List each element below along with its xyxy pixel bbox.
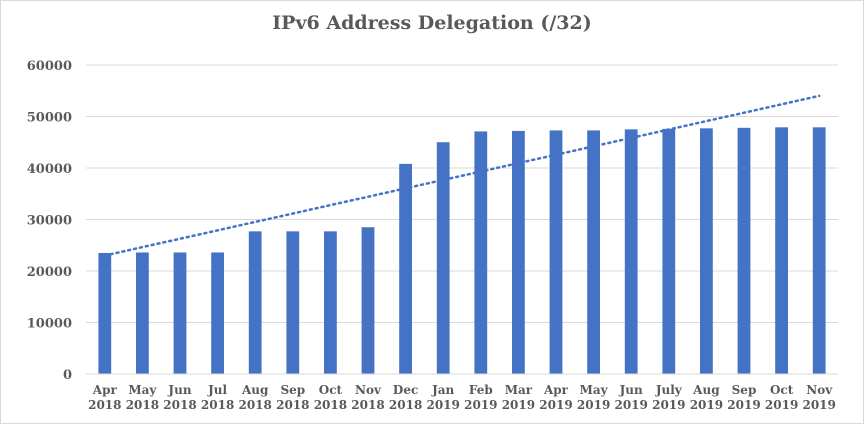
x-tick-label: Jun [167,383,191,397]
gridlines [86,64,838,375]
x-tick-label: Apr [543,383,569,397]
x-tick-label: Oct [770,383,794,397]
x-tick-label: Oct [319,383,343,397]
x-tick-label: Apr [92,383,118,397]
x-tick-label: Nov [355,383,382,397]
bar [173,252,187,374]
bar [737,127,751,374]
x-tick-label: Aug [692,383,720,397]
x-tick-label: 2019 [577,398,610,412]
x-tick-label: 2019 [614,398,647,412]
x-tick-label: July [655,383,683,397]
x-tick-label: May [580,383,609,397]
bar [98,252,112,374]
x-tick-label: 2018 [163,398,196,412]
x-tick-label: Dec [393,383,418,397]
x-tick-label: 2018 [314,398,347,412]
x-tick-label: 2018 [238,398,271,412]
bar [211,252,224,374]
x-tick-label: 2019 [727,398,760,412]
bar [662,128,676,374]
x-tick-label: Jul [207,383,227,397]
x-tick-label: 2019 [539,398,572,412]
bar [361,227,375,374]
x-tick-label: 2019 [464,398,497,412]
bar [436,142,450,374]
x-tick-label: Nov [806,383,833,397]
x-tick-label: Jan [431,383,454,397]
bar [324,231,337,374]
x-tick-label: 2018 [201,398,234,412]
y-axis: 0 10000 20000 30000 40000 50000 60000 [27,59,72,383]
x-tick-label: 2018 [276,398,309,412]
trendline-group [103,94,821,257]
x-tick-label: Aug [241,383,269,397]
y-tick-label: 0 [63,368,72,383]
bar [474,131,488,374]
y-tick-label: 50000 [27,111,72,126]
x-tick-label: Jun [619,383,643,397]
x-tick-label: 2019 [652,398,685,412]
bar [512,130,525,374]
y-tick-label: 60000 [27,59,72,74]
x-tick-label: Mar [505,383,533,397]
x-tick-label: 2018 [88,398,121,412]
bar [248,231,262,374]
x-tick-label: Sep [280,383,305,397]
bar [286,231,300,374]
bar [775,127,788,374]
x-tick-label: Feb [469,383,493,397]
y-tick-label: 30000 [27,214,72,229]
x-tick-label: 2019 [690,398,723,412]
bar [812,127,826,374]
bar [136,252,149,374]
x-tick-label: 2019 [426,398,459,412]
x-tick-label: 2019 [765,398,798,412]
x-tick-label: Sep [732,383,757,397]
x-tick-label: 2018 [126,398,159,412]
bar [399,163,412,374]
trendline [103,94,821,257]
y-tick-label: 20000 [27,265,72,280]
bars [98,127,826,374]
bar [549,130,563,374]
y-tick-label: 40000 [27,162,72,177]
x-tick-label: 2019 [502,398,535,412]
bar [587,130,600,374]
x-tick-label: 2018 [389,398,422,412]
x-tick-label: 2018 [351,398,384,412]
chart-title: IPv6 Address Delegation (/32) [272,12,592,34]
x-tick-label: May [128,383,157,397]
x-tick-label: 2019 [802,398,835,412]
bar [700,128,713,374]
x-axis: Apr2018May2018Jun2018Jul2018Aug2018Sep20… [86,373,838,412]
bar [624,129,638,374]
y-tick-label: 10000 [27,317,72,332]
